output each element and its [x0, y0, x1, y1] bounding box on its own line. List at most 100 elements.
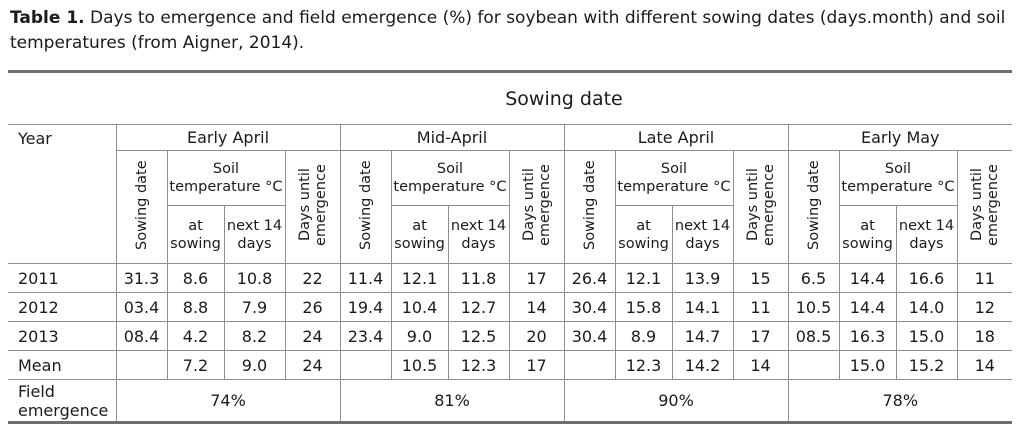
table-title: Sowing date	[116, 71, 1012, 125]
data-cell: 15.2	[895, 350, 957, 380]
year-cell: 2012	[8, 292, 116, 322]
data-cell: 8.2	[223, 321, 285, 351]
data-cell	[563, 350, 615, 380]
data-cell: 12.7	[447, 292, 509, 322]
year-cell: 2013	[8, 321, 116, 351]
subheader-soil-temp: Soil temperature °C	[166, 150, 285, 206]
group-header-row: Year Early April Mid-April Late April Ea…	[8, 124, 1012, 264]
data-cell: 13.9	[671, 263, 733, 293]
subheader-sowing-date: Sowing date	[563, 150, 615, 264]
caption-line1: Days to emergence and field emergence (%…	[90, 8, 934, 28]
data-cell: 16.6	[895, 263, 957, 293]
data-cell: 17	[508, 350, 564, 380]
data-cell	[787, 350, 839, 380]
data-cell	[115, 350, 167, 380]
field-emergence-value: 90%	[563, 379, 788, 423]
data-cell: 14.0	[895, 292, 957, 322]
data-cell: 14.4	[838, 292, 896, 322]
data-cell: 12.1	[614, 263, 672, 293]
data-cell: 14	[508, 292, 564, 322]
days-until-vertical-label: Days until emergence	[520, 164, 553, 246]
data-cell: 4.2	[166, 321, 224, 351]
subheader-soil-temp: Soil temperature °C	[614, 150, 733, 206]
data-cell: 08.4	[115, 321, 167, 351]
subheader-sowing-date: Sowing date	[787, 150, 839, 264]
data-cell: 11	[732, 292, 788, 322]
data-cell: 10.5	[390, 350, 448, 380]
table-row-2013: 2013 08.4 4.2 8.2 24 23.4 9.0 12.5 20 30…	[8, 321, 1012, 351]
data-cell: 22	[284, 263, 340, 293]
data-cell: 20	[508, 321, 564, 351]
data-cell: 14.4	[838, 263, 896, 293]
subheader-at-sowing: at sowing	[390, 205, 448, 264]
data-cell: 10.8	[223, 263, 285, 293]
data-cell: 30.4	[563, 321, 615, 351]
group-header-late-april: Late April	[563, 124, 788, 151]
subheader-next-14-days: next 14 days	[895, 205, 957, 264]
data-cell: 26.4	[563, 263, 615, 293]
soybean-emergence-table: Sowing date Year Early April Mid-April L…	[8, 70, 1012, 424]
data-cell: 26	[284, 292, 340, 322]
data-cell: 6.5	[787, 263, 839, 293]
data-cell: 9.0	[223, 350, 285, 380]
field-emergence-value: 81%	[339, 379, 564, 423]
data-cell: 17	[508, 263, 564, 293]
data-cell: 24	[284, 321, 340, 351]
data-cell: 8.8	[166, 292, 224, 322]
data-cell: 11	[956, 263, 1012, 293]
table-row-2011: 2011 31.3 8.6 10.8 22 11.4 12.1 11.8 17 …	[8, 263, 1012, 293]
sowing-date-vertical-label: Sowing date	[357, 160, 374, 250]
sowing-date-vertical-label: Sowing date	[581, 160, 598, 250]
caption-label: Table 1.	[10, 8, 85, 28]
data-cell: 10.4	[390, 292, 448, 322]
data-cell: 7.2	[166, 350, 224, 380]
data-cell: 19.4	[339, 292, 391, 322]
days-until-vertical-label: Days until emergence	[968, 164, 1001, 246]
data-cell: 23.4	[339, 321, 391, 351]
subheader-days-until: Days until emergence	[956, 150, 1012, 264]
data-cell: 12	[956, 292, 1012, 322]
data-cell: 08.5	[787, 321, 839, 351]
group-header-early-april: Early April	[115, 124, 340, 151]
field-emergence-label: Field emergence	[18, 381, 109, 420]
subheader-next-14-days: next 14 days	[223, 205, 285, 264]
sowing-date-vertical-label: Sowing date	[133, 160, 150, 250]
subheader-soil-temp: Soil temperature °C	[390, 150, 509, 206]
data-cell: 14.7	[671, 321, 733, 351]
data-cell: 15.0	[895, 321, 957, 351]
subheader-next-14-days: next 14 days	[447, 205, 509, 264]
data-cell: 03.4	[115, 292, 167, 322]
subheader-sowing-date: Sowing date	[339, 150, 391, 264]
data-cell: 12.3	[447, 350, 509, 380]
data-cell: 12.1	[390, 263, 448, 293]
data-cell: 24	[284, 350, 340, 380]
table-row-mean: Mean 7.2 9.0 24 10.5 12.3 17 12.3 14.2 1…	[8, 350, 1012, 380]
data-cell	[339, 350, 391, 380]
data-cell: 31.3	[115, 263, 167, 293]
subheader-row-lower: at sowing next 14 days at sowing next 14…	[8, 205, 1012, 264]
title-row: Sowing date	[8, 71, 1012, 125]
caption-line2: and soil temperatures (from Aigner, 2014…	[10, 8, 1006, 53]
data-cell: 10.5	[787, 292, 839, 322]
subheader-days-until: Days until emergence	[732, 150, 788, 264]
days-until-vertical-label: Days until emergence	[296, 164, 329, 246]
data-cell: 15.0	[838, 350, 896, 380]
data-cell: 14	[956, 350, 1012, 380]
field-emergence-row: Field emergence 74% 81% 90% 78%	[8, 379, 1012, 423]
subheader-sowing-date: Sowing date	[115, 150, 167, 264]
data-cell: 30.4	[563, 292, 615, 322]
subheader-row-upper: Sowing date Soil temperature °C Days unt…	[8, 150, 1012, 264]
group-header-early-may: Early May	[787, 124, 1012, 151]
data-cell: 14	[732, 350, 788, 380]
group-header-mid-april: Mid-April	[339, 124, 564, 151]
subheader-at-sowing: at sowing	[614, 205, 672, 264]
data-cell: 8.9	[614, 321, 672, 351]
subheader-days-until: Days until emergence	[508, 150, 564, 264]
subheader-days-until: Days until emergence	[284, 150, 340, 264]
data-cell: 12.3	[614, 350, 672, 380]
data-cell: 15.8	[614, 292, 672, 322]
data-cell: 11.8	[447, 263, 509, 293]
corner-cell	[8, 71, 116, 125]
data-cell: 14.2	[671, 350, 733, 380]
